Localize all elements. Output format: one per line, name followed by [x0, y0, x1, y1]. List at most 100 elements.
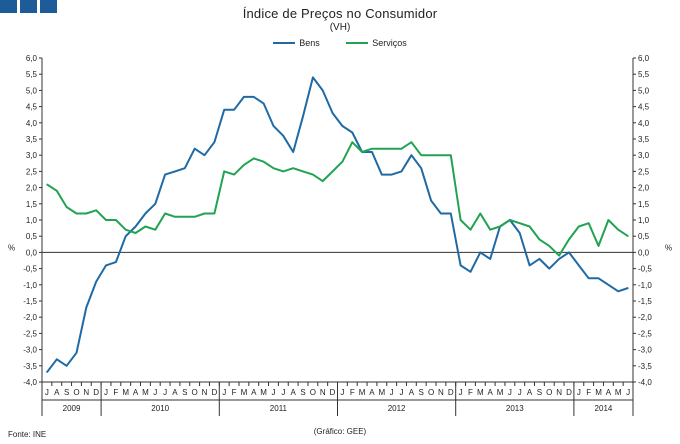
- data-point-bens: [440, 212, 442, 215]
- chart-credit: (Gráfico: GEE): [313, 427, 367, 436]
- year-label: 2011: [270, 404, 288, 413]
- month-label: J: [340, 388, 344, 397]
- y-tick-label-left: 2,0: [26, 184, 38, 193]
- data-point-bens: [184, 167, 186, 169]
- data-point-servicos: [381, 148, 383, 150]
- data-point-bens: [548, 268, 550, 270]
- data-point-servicos: [174, 216, 176, 218]
- year-label: 2014: [595, 404, 613, 413]
- data-point-servicos: [292, 167, 294, 169]
- y-tick-label-left: 3,0: [26, 151, 38, 160]
- data-point-servicos: [528, 225, 531, 228]
- data-point-servicos: [341, 161, 344, 163]
- data-point-servicos: [134, 232, 137, 234]
- data-point-bens: [125, 235, 127, 237]
- month-label: J: [222, 388, 226, 397]
- data-point-bens: [341, 125, 344, 127]
- month-label: M: [142, 388, 149, 397]
- month-label: J: [518, 388, 522, 397]
- y-tick-label-left: 5,5: [26, 70, 38, 79]
- data-point-servicos: [548, 245, 550, 247]
- data-point-bens: [164, 174, 166, 176]
- month-label: F: [586, 388, 591, 397]
- data-point-bens: [538, 258, 541, 260]
- data-point-servicos: [627, 235, 629, 237]
- data-point-bens: [105, 264, 107, 266]
- data-point-bens: [282, 135, 284, 137]
- chart-source: Fonte: INE: [8, 430, 47, 439]
- data-point-bens: [430, 199, 432, 202]
- month-label: M: [477, 388, 484, 397]
- data-point-bens: [578, 264, 580, 266]
- y-tick-label-right: -2,0: [638, 313, 652, 322]
- legend: Bens Serviços: [0, 38, 680, 48]
- data-point-servicos: [66, 206, 68, 208]
- data-point-bens: [75, 352, 78, 354]
- data-point-bens: [420, 167, 422, 169]
- month-label: M: [378, 388, 385, 397]
- data-point-bens: [95, 280, 97, 283]
- month-label: O: [428, 388, 434, 397]
- month-label: N: [556, 388, 562, 397]
- data-point-servicos: [617, 229, 619, 231]
- y-tick-label-right: 3,5: [638, 135, 650, 144]
- data-point-bens: [223, 109, 225, 111]
- y-tick-label-left: 1,5: [26, 200, 38, 209]
- month-label: A: [409, 388, 415, 397]
- y-tick-label-right: -1,0: [638, 281, 652, 290]
- month-label: D: [211, 388, 217, 397]
- month-label: N: [202, 388, 208, 397]
- y-tick-label-left: 4,0: [26, 119, 38, 128]
- year-label: 2009: [63, 404, 81, 413]
- legend-swatch-servicos: [346, 41, 369, 44]
- data-point-servicos: [499, 225, 501, 228]
- y-tick-label-right: 0,0: [638, 248, 650, 257]
- month-label: J: [626, 388, 630, 397]
- data-point-bens: [558, 258, 560, 260]
- month-label: D: [448, 388, 454, 397]
- data-point-bens: [243, 96, 245, 98]
- y-tick-label-right: 6,0: [638, 54, 650, 63]
- data-point-bens: [66, 365, 68, 367]
- data-point-servicos: [194, 216, 196, 218]
- data-point-bens: [203, 154, 206, 156]
- month-label: S: [419, 388, 424, 397]
- data-point-servicos: [312, 174, 314, 176]
- data-point-servicos: [85, 212, 87, 215]
- data-point-servicos: [440, 154, 442, 156]
- data-point-servicos: [233, 174, 235, 176]
- logo-square-2: [20, 0, 37, 13]
- data-point-servicos: [46, 183, 48, 185]
- month-label: J: [400, 388, 404, 397]
- month-label: F: [232, 388, 237, 397]
- month-label: M: [122, 388, 129, 397]
- y-tick-label-right: 4,0: [638, 119, 650, 128]
- data-point-bens: [253, 96, 255, 98]
- data-point-bens: [460, 264, 462, 266]
- data-point-servicos: [164, 212, 166, 215]
- month-label: F: [350, 388, 355, 397]
- y-tick-label-right: -3,0: [638, 346, 652, 355]
- y-tick-label-left: 5,0: [26, 86, 38, 95]
- month-label: M: [615, 388, 622, 397]
- month-label: J: [163, 388, 167, 397]
- data-point-servicos: [469, 229, 472, 231]
- data-point-bens: [233, 109, 235, 111]
- data-point-servicos: [420, 154, 422, 156]
- legend-label-servicos: Serviços: [372, 38, 407, 48]
- data-point-servicos: [400, 148, 403, 150]
- y-tick-label-left: 0,5: [26, 232, 38, 241]
- month-label: A: [369, 388, 375, 397]
- data-point-bens: [302, 115, 304, 117]
- data-point-bens: [174, 170, 176, 172]
- y-tick-label-right: 5,5: [638, 70, 650, 79]
- data-point-bens: [617, 290, 619, 292]
- y-axis-unit-right: %: [665, 243, 672, 252]
- data-point-servicos: [213, 212, 215, 215]
- y-tick-label-left: 3,5: [26, 135, 38, 144]
- y-tick-label-left: -3,0: [23, 346, 37, 355]
- data-point-bens: [46, 371, 48, 373]
- data-point-bens: [263, 102, 265, 104]
- data-point-servicos: [351, 141, 353, 143]
